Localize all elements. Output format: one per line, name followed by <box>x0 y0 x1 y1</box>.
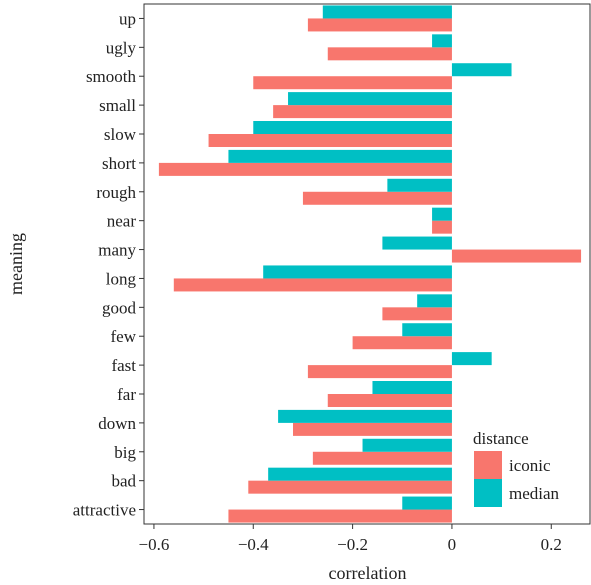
bar-median-near <box>432 207 452 221</box>
legend-label-iconic: iconic <box>509 456 551 475</box>
bar-median-bad <box>268 467 452 481</box>
bar-median-attractive <box>402 496 452 510</box>
bar-iconic-fast <box>307 365 452 379</box>
bar-iconic-many <box>451 249 582 263</box>
bar-median-short <box>228 149 452 163</box>
y-tick-label-attractive: attractive <box>73 501 136 520</box>
bar-iconic-far <box>327 394 452 407</box>
legend: distance iconic median <box>473 429 560 507</box>
legend-key-median <box>474 479 502 507</box>
series-median-bars <box>228 5 512 510</box>
bar-median-few <box>402 323 452 337</box>
bar-median-smooth <box>451 63 512 77</box>
bar-median-slow <box>253 121 452 134</box>
bar-iconic-rough <box>302 191 452 205</box>
y-tick-label-few: few <box>111 327 137 346</box>
bar-iconic-short <box>158 162 452 176</box>
legend-label-median: median <box>509 484 560 503</box>
y-tick-label-fast: fast <box>111 356 136 375</box>
plot-frame <box>143 3 591 525</box>
bar-iconic-down <box>293 422 452 436</box>
bar-iconic-attractive <box>228 509 452 523</box>
y-tick-label-big: big <box>114 443 136 462</box>
y-tick-label-ugly: ugly <box>106 38 137 57</box>
y-tick-label-near: near <box>107 212 137 231</box>
bar-median-far <box>372 381 452 394</box>
y-axis: up ugly smooth small slow short rough near many l… <box>73 9 144 520</box>
bar-iconic-smooth <box>253 76 452 90</box>
y-tick-label-down: down <box>98 414 136 433</box>
x-tick-label: 0.2 <box>541 535 562 554</box>
y-tick-label-rough: rough <box>96 183 136 202</box>
bar-median-long <box>263 265 452 279</box>
x-tick-label: −0.4 <box>238 535 269 554</box>
x-axis: −0.6 −0.4 −0.2 0 0.2 <box>139 524 562 554</box>
bar-median-up <box>322 5 452 19</box>
bar-median-good <box>417 294 452 308</box>
y-tick-label-bad: bad <box>111 472 136 491</box>
bar-iconic-bad <box>248 480 452 494</box>
bar-median-small <box>288 92 452 106</box>
y-tick-label-up: up <box>119 9 136 28</box>
bar-median-many <box>382 236 452 250</box>
y-tick-label-slow: slow <box>104 125 137 144</box>
bar-iconic-few <box>352 336 452 350</box>
y-tick-label-small: small <box>99 96 136 115</box>
bar-iconic-slow <box>208 134 452 147</box>
bar-iconic-small <box>273 105 452 119</box>
y-tick-label-short: short <box>102 154 136 173</box>
x-tick-label: −0.6 <box>139 535 170 554</box>
bar-iconic-big <box>312 451 452 465</box>
bar-median-rough <box>387 178 452 192</box>
bar-median-ugly <box>432 34 452 48</box>
bar-iconic-near <box>432 220 452 234</box>
series-iconic-bars <box>158 18 582 523</box>
y-tick-label-long: long <box>106 269 137 288</box>
x-tick-label: 0 <box>448 535 457 554</box>
y-tick-label-smooth: smooth <box>86 67 137 86</box>
bar-median-down <box>278 409 452 423</box>
x-tick-label: −0.2 <box>337 535 368 554</box>
bar-iconic-long <box>173 278 452 292</box>
legend-key-iconic <box>474 451 502 479</box>
bar-iconic-good <box>382 307 452 321</box>
y-tick-label-far: far <box>117 385 136 404</box>
x-axis-title: correlation <box>329 563 407 583</box>
bar-iconic-ugly <box>327 47 452 61</box>
y-tick-label-good: good <box>102 298 137 317</box>
bar-median-fast <box>451 352 492 366</box>
legend-title: distance <box>473 429 529 448</box>
y-tick-label-many: many <box>98 241 136 260</box>
bar-median-big <box>362 438 452 452</box>
bar-iconic-up <box>307 18 452 32</box>
y-axis-title: meaning <box>6 233 26 295</box>
